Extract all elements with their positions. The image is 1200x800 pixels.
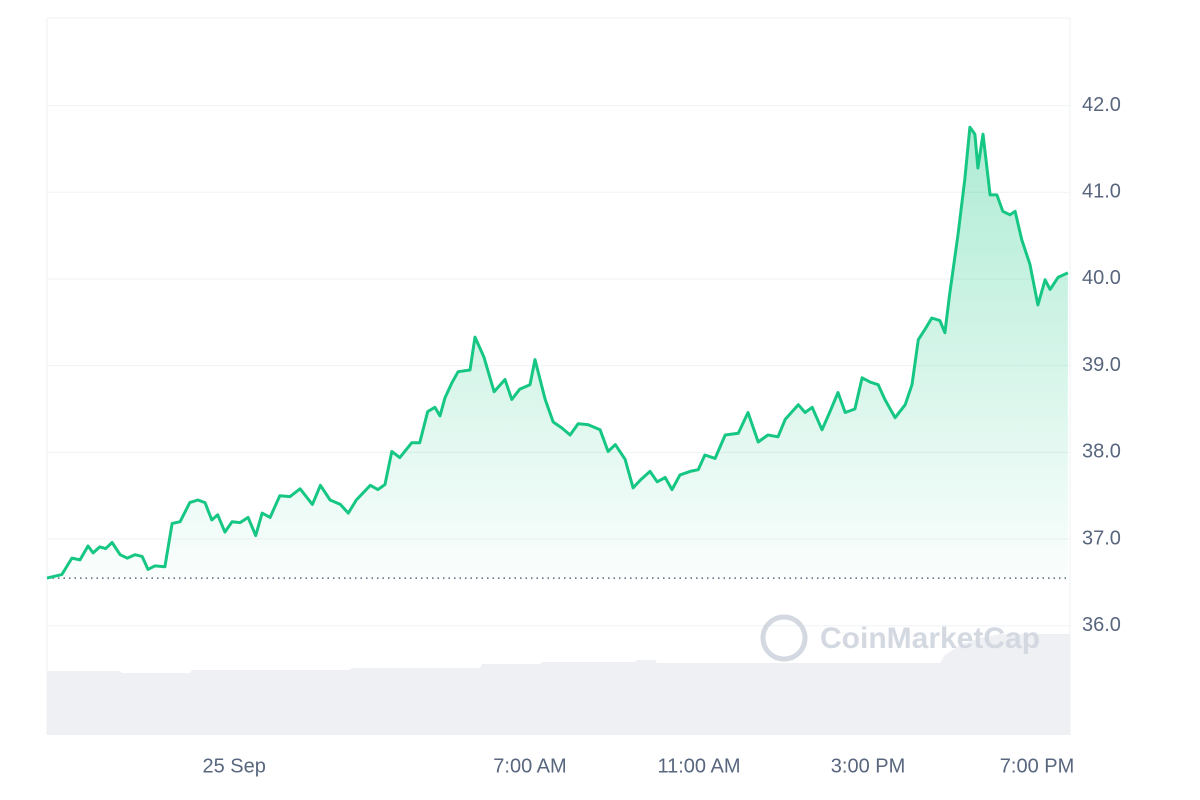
volume-area bbox=[47, 634, 1070, 735]
x-tick-label: 3:00 PM bbox=[831, 755, 905, 777]
watermark-group: CoinMarketCap bbox=[760, 614, 1040, 662]
price-area bbox=[47, 127, 1068, 579]
x-tick-label: 25 Sep bbox=[202, 755, 265, 777]
x-tick-label: 11:00 AM bbox=[657, 755, 740, 777]
price-line bbox=[46, 125, 1069, 580]
y-tick-label: 42.0 bbox=[1082, 94, 1121, 116]
y-tick-label: 37.0 bbox=[1082, 527, 1121, 549]
watermark: CoinMarketCap bbox=[820, 622, 1040, 655]
watermark-logo bbox=[760, 614, 808, 662]
y-tick-label: 36.0 bbox=[1082, 614, 1121, 636]
x-tick-label: 7:00 PM bbox=[1000, 755, 1074, 777]
y-tick-label: 39.0 bbox=[1082, 354, 1121, 376]
y-tick-label: 41.0 bbox=[1082, 181, 1121, 203]
x-tick-label: 7:00 AM bbox=[493, 755, 566, 777]
y-tick-label: 38.0 bbox=[1082, 441, 1121, 463]
y-tick-label: 40.0 bbox=[1082, 267, 1121, 289]
